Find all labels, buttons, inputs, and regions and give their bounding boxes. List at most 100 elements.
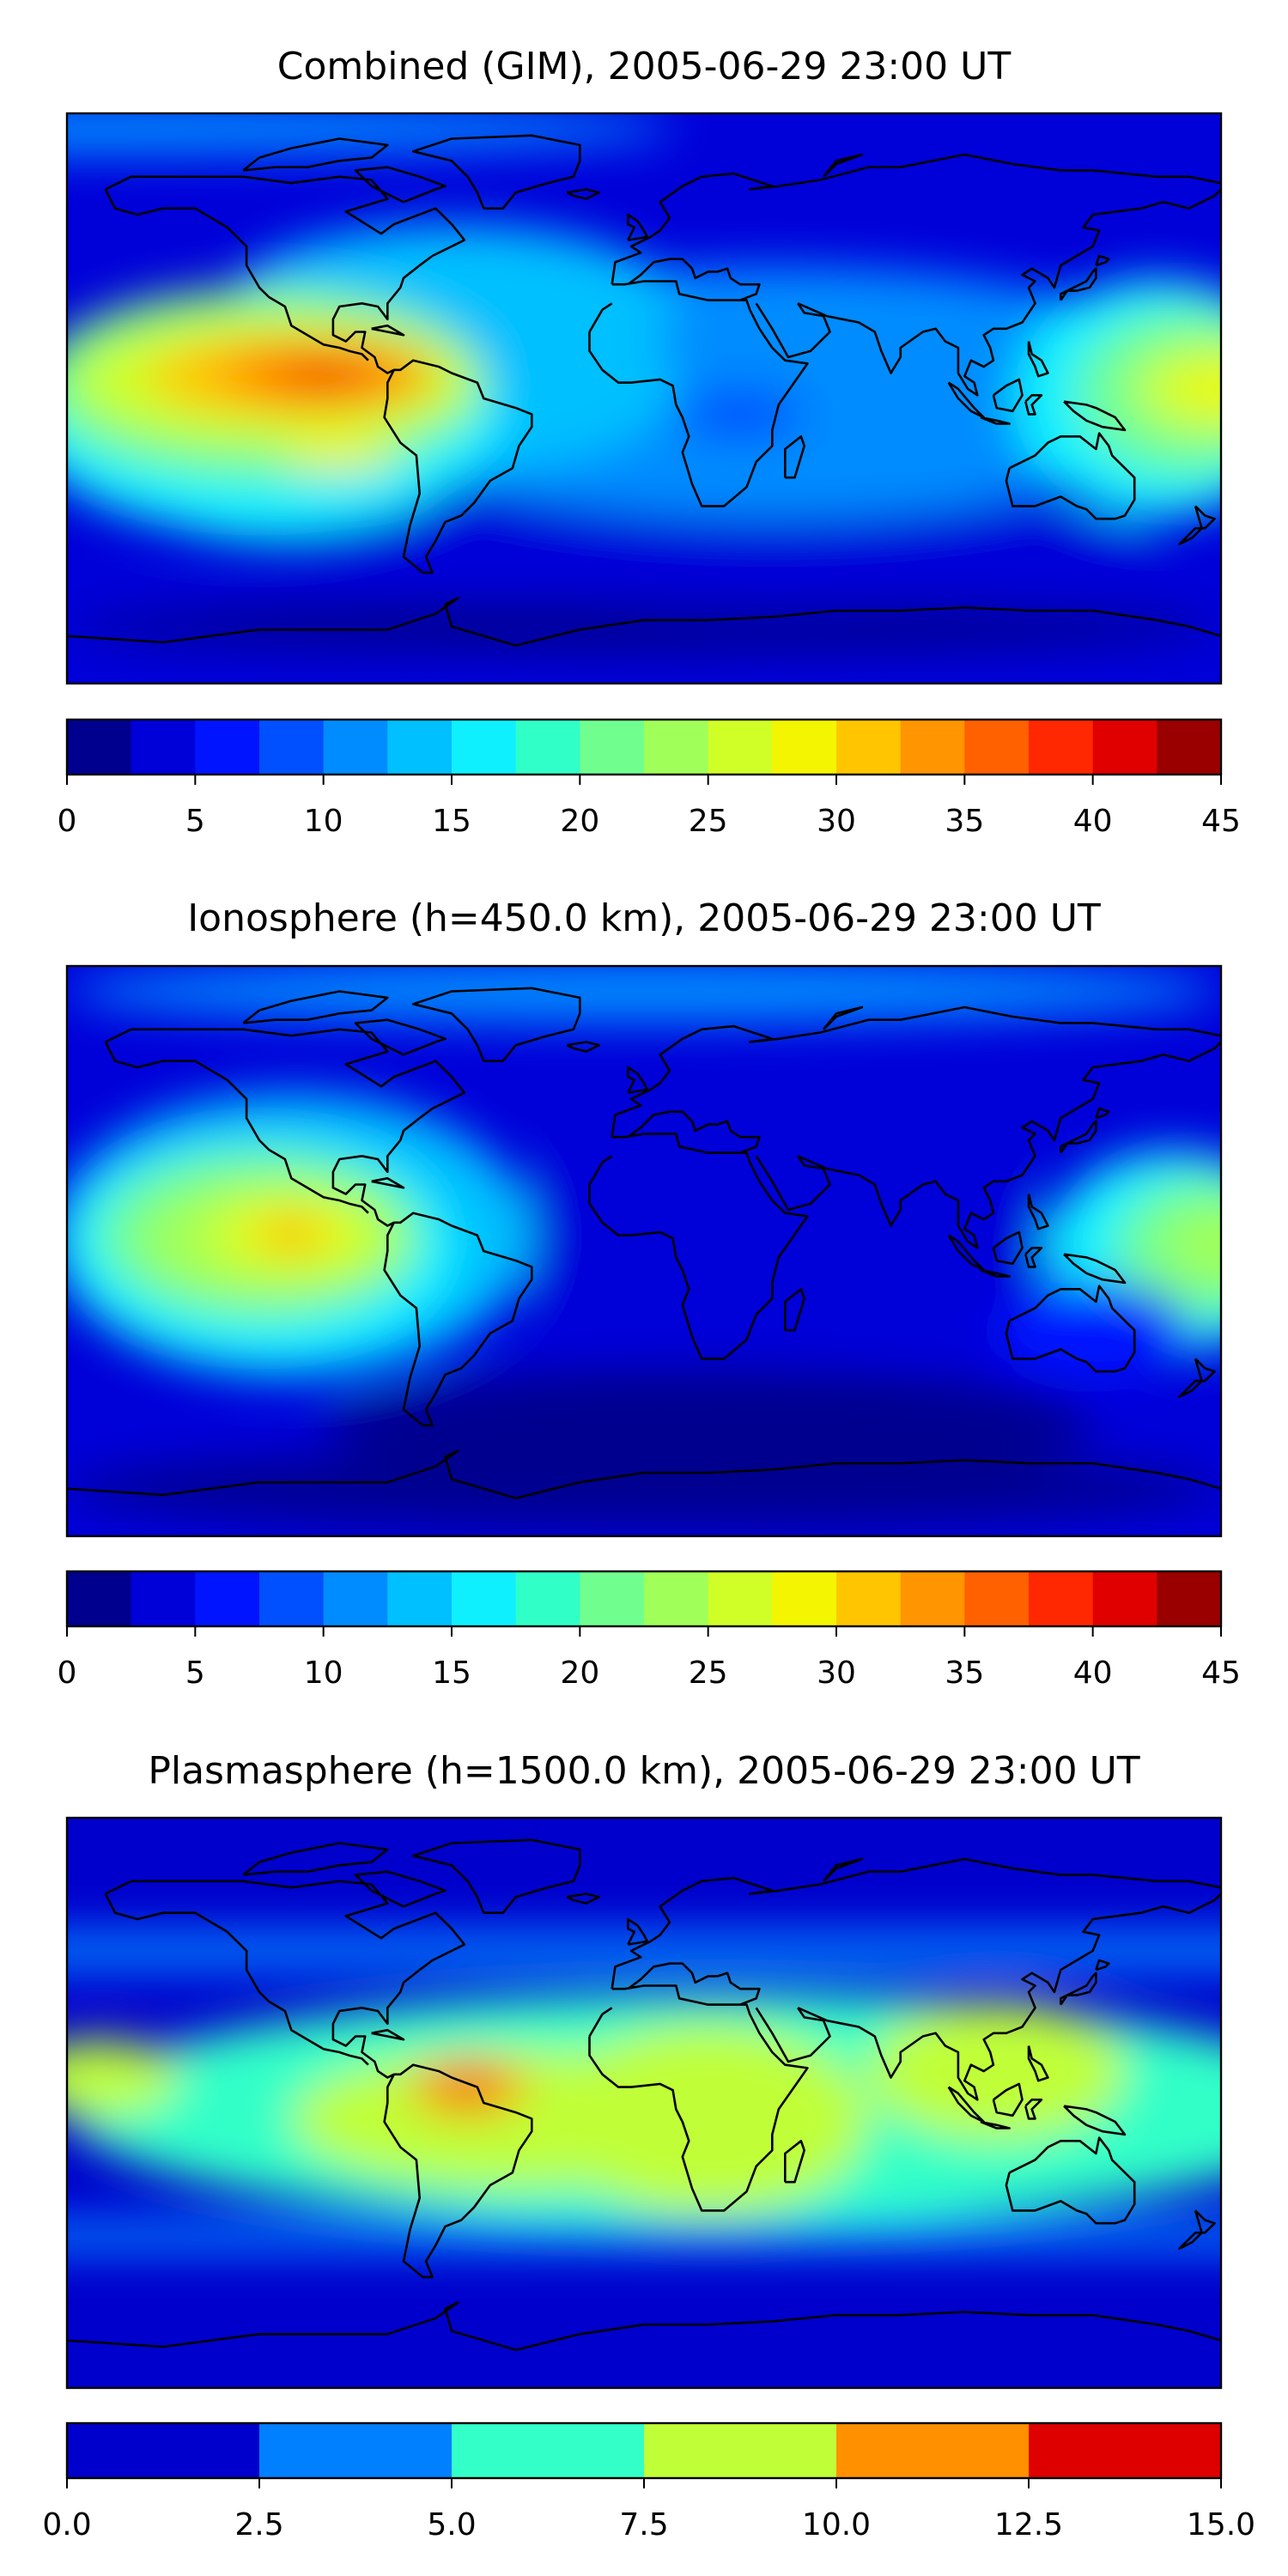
colorbar-tick-label: 40 bbox=[1073, 804, 1113, 839]
colorbar bbox=[65, 2421, 1223, 2488]
colorbar-tick-label: 0 bbox=[58, 1656, 77, 1691]
contour-region bbox=[262, 1222, 320, 1249]
contour-region bbox=[448, 2077, 488, 2097]
colorbar-tick-label: 20 bbox=[560, 804, 599, 839]
panel-title: Plasmasphere (h=1500.0 km), 2005-06-29 2… bbox=[148, 1749, 1139, 1793]
colorbar-tick-label: 5 bbox=[185, 1656, 205, 1691]
colorbar-tick-label: 5.0 bbox=[427, 2507, 476, 2543]
colorbar-segment bbox=[836, 2423, 1030, 2478]
colorbar-tick-label: 35 bbox=[945, 1656, 984, 1691]
colorbar-segment bbox=[515, 1571, 580, 1626]
colorbar-tick-label: 10.0 bbox=[802, 2507, 871, 2543]
map-area bbox=[65, 112, 1223, 685]
colorbar-segment bbox=[836, 720, 902, 775]
colorbar-segment bbox=[259, 2423, 453, 2478]
colorbar-segment bbox=[67, 1571, 132, 1626]
colorbar-segment bbox=[323, 1571, 388, 1626]
colorbar-segment bbox=[387, 720, 453, 775]
contour-region bbox=[67, 601, 1221, 653]
colorbar-segment bbox=[900, 720, 965, 775]
contour-region bbox=[387, 493, 1157, 608]
colorbar-segment bbox=[772, 1571, 837, 1626]
colorbar-segment bbox=[644, 1571, 709, 1626]
colorbar-tick-label: 2.5 bbox=[234, 2507, 283, 2543]
colorbar-segment bbox=[259, 1571, 325, 1626]
panel-title: Ionosphere (h=450.0 km), 2005-06-29 23:0… bbox=[187, 896, 1101, 940]
map-frame bbox=[65, 964, 1223, 1538]
colorbar-tick-label: 7.5 bbox=[619, 2507, 668, 2543]
colorbar-segment bbox=[1029, 1571, 1094, 1626]
contour-region bbox=[67, 113, 677, 155]
colorbar-segment bbox=[131, 1571, 196, 1626]
colorbar-segment bbox=[259, 720, 325, 775]
colorbar-segment bbox=[580, 1571, 645, 1626]
panel-3: Plasmasphere (h=1500.0 km), 2005-06-29 2… bbox=[42, 1749, 1255, 2543]
colorbar-segment bbox=[644, 2423, 837, 2478]
colorbar-tick-label: 15 bbox=[432, 1656, 471, 1691]
colorbar-segment bbox=[964, 720, 1030, 775]
colorbar-segment bbox=[644, 720, 709, 775]
colorbar-tick-label: 0 bbox=[58, 804, 77, 839]
map-area bbox=[65, 1816, 1223, 2390]
colorbar-segment bbox=[1157, 1571, 1222, 1626]
colorbar-segment bbox=[323, 720, 388, 775]
colorbar-segment bbox=[452, 1571, 517, 1626]
contour-field bbox=[67, 1818, 1221, 2388]
map-frame bbox=[65, 1816, 1223, 2390]
colorbar-tick-label: 25 bbox=[689, 804, 728, 839]
colorbar-segment bbox=[452, 2423, 645, 2478]
colorbar-segment bbox=[964, 1571, 1030, 1626]
colorbar-tick-label: 30 bbox=[817, 804, 856, 839]
contour-region bbox=[1163, 1206, 1221, 1283]
panel-title: Combined (GIM), 2005-06-29 23:00 UT bbox=[277, 45, 1012, 88]
colorbar-tick-label: 40 bbox=[1073, 1656, 1113, 1691]
map-area bbox=[65, 964, 1223, 1538]
contour-region bbox=[67, 2039, 179, 2116]
colorbar-frame bbox=[65, 718, 1223, 776]
colorbar bbox=[65, 718, 1223, 785]
contour-field bbox=[67, 113, 1221, 683]
colorbar-tick-label: 15 bbox=[432, 804, 471, 839]
colorbar bbox=[65, 1570, 1223, 1637]
coastlines bbox=[67, 987, 1221, 1499]
colorbar-tick-label: 15.0 bbox=[1187, 2507, 1255, 2543]
colorbar-segment bbox=[131, 720, 196, 775]
contour-region bbox=[548, 2023, 869, 2215]
contour-region bbox=[67, 966, 1221, 1024]
coastlines bbox=[67, 1838, 1221, 2351]
colorbar-segment bbox=[1029, 720, 1094, 775]
colorbar-segment bbox=[195, 1571, 260, 1626]
colorbar-tick-label: 45 bbox=[1201, 804, 1241, 839]
colorbar-segment bbox=[1029, 2423, 1222, 2478]
colorbar-segment bbox=[67, 720, 132, 775]
contour-field bbox=[67, 966, 1221, 1536]
colorbar-segment bbox=[195, 720, 260, 775]
colorbar-segment bbox=[67, 2423, 260, 2478]
colorbar-segment bbox=[708, 1571, 773, 1626]
contour-region bbox=[996, 1282, 1189, 1378]
colorbar-frame bbox=[65, 1570, 1223, 1628]
colorbar-segment bbox=[708, 720, 773, 775]
contour-region bbox=[1134, 344, 1221, 434]
colorbar-tick-label: 10 bbox=[304, 1656, 343, 1691]
contour-region bbox=[282, 439, 398, 471]
map-frame bbox=[65, 112, 1223, 685]
colorbar-tick-label: 20 bbox=[560, 1656, 599, 1691]
colorbar-tick-label: 35 bbox=[945, 804, 984, 839]
contour-region bbox=[323, 1368, 1093, 1483]
colorbar-tick-label: 5 bbox=[185, 804, 205, 839]
colorbar-tick-label: 25 bbox=[689, 1656, 728, 1691]
contour-region bbox=[868, 2001, 1125, 2142]
contour-region bbox=[1182, 369, 1221, 409]
colorbar-segment bbox=[452, 720, 517, 775]
contour-region bbox=[291, 367, 355, 386]
panel-1: Combined (GIM), 2005-06-29 23:00 UT 0 5 10 1… bbox=[58, 45, 1241, 839]
colorbar-segment bbox=[836, 1571, 902, 1626]
colorbar-tick-label: 10 bbox=[304, 804, 343, 839]
colorbar-segment bbox=[580, 720, 645, 775]
coastlines bbox=[67, 134, 1221, 647]
colorbar-segment bbox=[900, 1571, 965, 1626]
colorbar-segment bbox=[1092, 1571, 1157, 1626]
colorbar-segment bbox=[1157, 720, 1222, 775]
